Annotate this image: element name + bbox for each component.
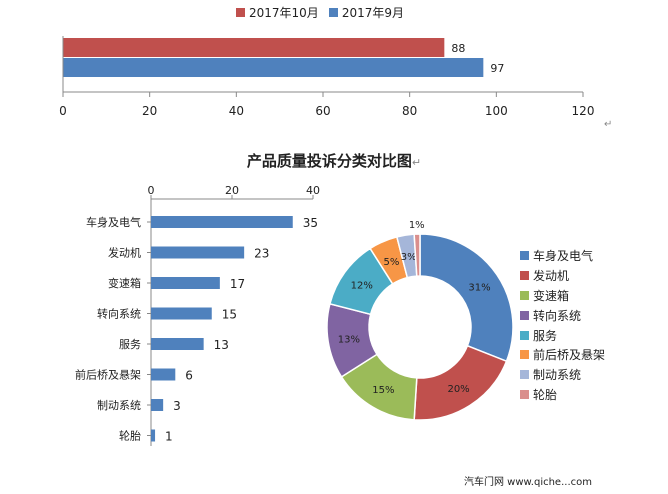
bar: [151, 246, 245, 259]
donut-slice: [413, 233, 421, 277]
bar: [151, 338, 204, 350]
category-label: 变速箱: [108, 276, 141, 290]
legend-label: 轮胎: [533, 387, 558, 402]
legend-item: 发动机: [520, 266, 605, 286]
x-tick-label: 20: [142, 104, 157, 118]
legend-item: 2017年10月: [236, 4, 319, 21]
bar-value-label: 97: [490, 62, 504, 75]
category-label: 前后桥及悬架: [75, 368, 141, 382]
legend-label: 转向系统: [533, 308, 582, 323]
x-tick-label: 80: [402, 104, 417, 118]
legend-label: 制动系统: [533, 368, 582, 383]
slice-label: 1%: [409, 220, 425, 231]
top-chart-legend: 2017年10月 2017年9月: [236, 4, 404, 21]
bar-sep: [63, 58, 484, 77]
paragraph-mark: ↵: [604, 119, 612, 130]
legend-item: 转向系统: [520, 305, 605, 325]
legend-label: 服务: [533, 328, 558, 343]
legend-item: 变速箱: [520, 286, 605, 306]
legend-label: 变速箱: [533, 288, 570, 303]
category-label: 制动系统: [97, 399, 141, 412]
donut-legend: 车身及电气发动机变速箱转向系统服务前后桥及悬架 制动系统轮胎: [520, 246, 605, 404]
legend-swatch: [520, 370, 529, 380]
legend-label: 2017年9月: [341, 6, 404, 20]
legend-label: 前后桥及悬架: [533, 348, 606, 363]
legend-label: 车身及电气: [533, 249, 594, 264]
slice-label: 20%: [447, 384, 469, 395]
donut-slice: [419, 233, 514, 363]
legend-swatch: [520, 271, 529, 281]
bar: [151, 307, 212, 320]
bar-value-label: 1: [165, 430, 173, 444]
category-label: 车身及电气: [86, 215, 141, 229]
x-tick-label: 0: [148, 184, 155, 197]
bar-value-label: 35: [303, 216, 318, 230]
bar-value-label: 3: [173, 399, 181, 413]
bar-value-label: 6: [185, 369, 193, 383]
legend-swatch: [520, 310, 529, 320]
legend-label: 发动机: [533, 269, 570, 284]
x-tick-label: 40: [306, 184, 320, 197]
bar: [151, 277, 220, 289]
slice-label: 12%: [351, 281, 373, 292]
bar: [151, 368, 176, 381]
legend-swatch: [236, 8, 245, 17]
chart-title-text: 产品质量投诉分类对比图: [246, 152, 412, 170]
bar-value-label: 23: [254, 247, 269, 261]
paragraph-mark: ↵: [411, 156, 422, 169]
slice-label: 31%: [468, 283, 490, 294]
x-tick-label: 0: [59, 104, 67, 118]
category-label: 发动机: [108, 246, 141, 260]
x-tick-label: 20: [225, 184, 239, 197]
category-label: 转向系统: [97, 307, 141, 321]
legend-swatch: [520, 350, 529, 360]
bar-value-label: 88: [451, 42, 465, 55]
bar-oct: [63, 38, 445, 57]
chart-title: 产品质量投诉分类对比图↵: [0, 150, 668, 171]
x-tick-label: 120: [572, 104, 595, 118]
slice-label: 5%: [383, 257, 399, 268]
legend-item: 服务: [520, 325, 605, 345]
legend-swatch: [520, 251, 529, 261]
legend-swatch: [328, 8, 338, 17]
legend-item: 轮胎: [520, 385, 605, 405]
legend-item: 前后桥及悬架: [520, 345, 605, 365]
bar: [151, 216, 293, 228]
legend-swatch: [520, 290, 529, 300]
bar: [151, 399, 164, 411]
x-tick-label: 100: [485, 104, 508, 118]
bar-value-label: 15: [222, 308, 237, 322]
bar-value-label: 17: [230, 277, 245, 291]
legend-swatch: [520, 389, 529, 399]
bar-value-label: 13: [214, 338, 229, 352]
legend-item: 车身及电气: [520, 246, 605, 266]
slice-label: 15%: [372, 385, 394, 396]
slice-label: 3%: [401, 252, 417, 263]
slice-label: 13%: [338, 334, 360, 345]
legend-item: 制动系统: [520, 365, 605, 385]
category-label: 服务: [119, 338, 141, 351]
bar: [151, 429, 156, 442]
x-tick-label: 40: [229, 104, 244, 118]
category-label: 轮胎: [119, 429, 141, 443]
legend-label: 2017年10月: [249, 6, 319, 20]
legend-swatch: [520, 330, 529, 340]
watermark-text: 汽车门网 www.qiche...com: [464, 477, 592, 488]
legend-item: 2017年9月: [328, 4, 404, 21]
x-tick-label: 60: [315, 104, 330, 118]
